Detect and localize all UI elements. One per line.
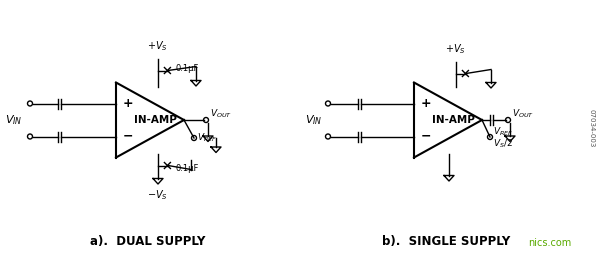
Text: $+V_S$: $+V_S$ bbox=[445, 43, 466, 57]
Text: $V_{OUT}$: $V_{OUT}$ bbox=[512, 108, 534, 120]
Text: b).  SINGLE SUPPLY: b). SINGLE SUPPLY bbox=[382, 235, 510, 248]
Text: nics.com: nics.com bbox=[528, 238, 571, 248]
Text: $V_S/2$: $V_S/2$ bbox=[493, 138, 513, 150]
Text: IN-AMP: IN-AMP bbox=[134, 115, 177, 125]
Text: $-V_S$: $-V_S$ bbox=[146, 189, 168, 202]
Text: −: − bbox=[421, 130, 432, 143]
Text: a).  DUAL SUPPLY: a). DUAL SUPPLY bbox=[90, 235, 206, 248]
Text: IN-AMP: IN-AMP bbox=[432, 115, 475, 125]
Text: $V_{OUT}$: $V_{OUT}$ bbox=[210, 108, 232, 120]
Text: 0.1μF: 0.1μF bbox=[175, 164, 198, 173]
Text: +: + bbox=[421, 97, 432, 110]
Text: 0.1μF: 0.1μF bbox=[175, 64, 198, 73]
Text: $V_{REF}$: $V_{REF}$ bbox=[197, 132, 217, 144]
Text: $V_{IN}$: $V_{IN}$ bbox=[305, 113, 323, 127]
Text: +: + bbox=[123, 97, 134, 110]
Text: $+V_S$: $+V_S$ bbox=[146, 40, 168, 53]
Text: $V_{REF}$: $V_{REF}$ bbox=[493, 126, 513, 138]
Text: $V_{IN}$: $V_{IN}$ bbox=[5, 113, 23, 127]
Text: 07034-003: 07034-003 bbox=[589, 109, 595, 147]
Text: −: − bbox=[123, 130, 134, 143]
